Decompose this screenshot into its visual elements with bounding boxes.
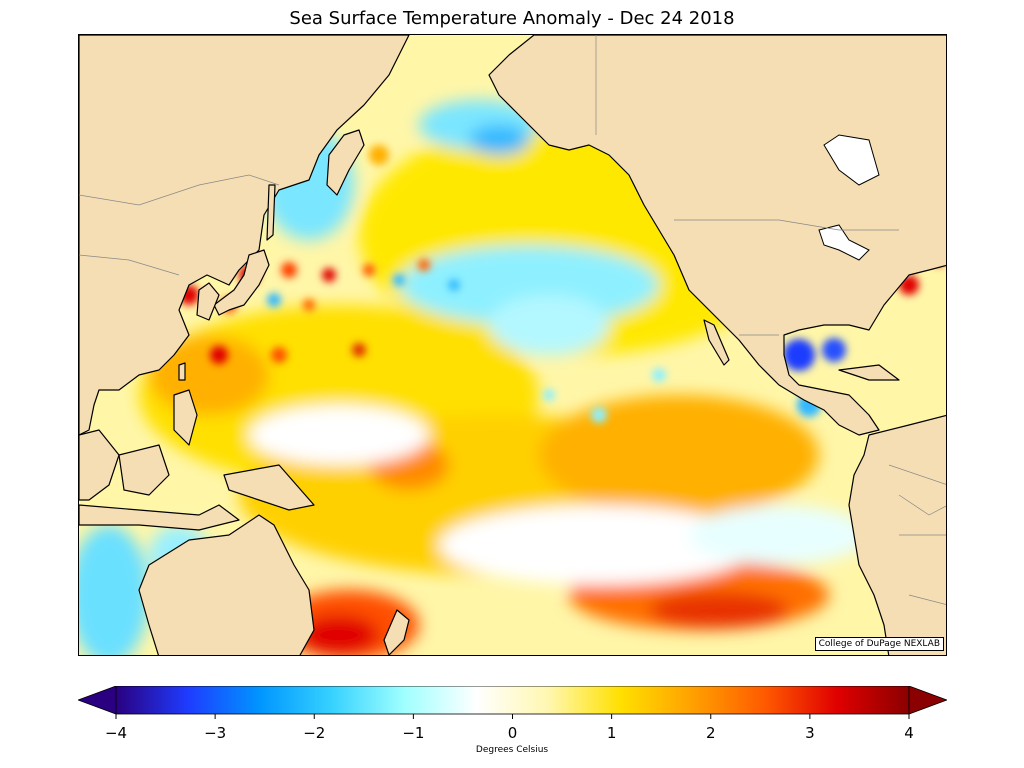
colorbar-ticks [115,714,910,719]
philippines [173,389,198,446]
map-title: Sea Surface Temperature Anomaly - Dec 24… [289,8,735,29]
kamchatka [326,129,365,196]
southeast-asia [79,429,120,501]
colorbar-tick-label: 4 [904,724,914,742]
colorbar-high-extend [908,685,949,715]
colorbar-tick-labels: −4 −3 −2 −1 0 1 2 3 4 [0,724,1024,744]
cuba [838,364,900,381]
new-guinea [223,464,315,511]
colorbar-tick-label: −3 [204,724,227,742]
colorbar-tick-label: 3 [805,724,815,742]
sakhalin [266,184,276,241]
australia [138,514,315,655]
taiwan [178,362,186,381]
colorbar-tick-label: 0 [507,724,518,742]
indonesia [79,504,240,531]
new-zealand [383,609,410,655]
north-america-landmass [488,35,946,436]
colorbar-body [115,685,910,715]
colorbar [76,685,949,724]
inland-water [818,134,880,261]
colorbar-low-extend [76,685,117,715]
sst-anomaly-map: College of DuPage NEXLAB [78,34,947,656]
borders [79,35,946,605]
korea [196,282,220,321]
colorbar-tick-label: −1 [402,724,425,742]
colorbar-label: Degrees Celsius [475,745,549,755]
colorbar-tick-label: −2 [303,724,326,742]
colorbar-tick-label: −4 [104,724,128,742]
colorbar-graphic [76,685,949,719]
colorbar-tick-label: 2 [705,724,716,742]
map-canvas [79,35,946,655]
japan [213,249,270,316]
borneo [118,444,170,496]
asia-landmass [79,35,410,436]
land [79,35,946,655]
colorbar-tick-label: 1 [606,724,617,742]
baja-california [703,319,730,366]
south-america [848,414,946,655]
credit-label: College of DuPage NEXLAB [814,637,944,651]
